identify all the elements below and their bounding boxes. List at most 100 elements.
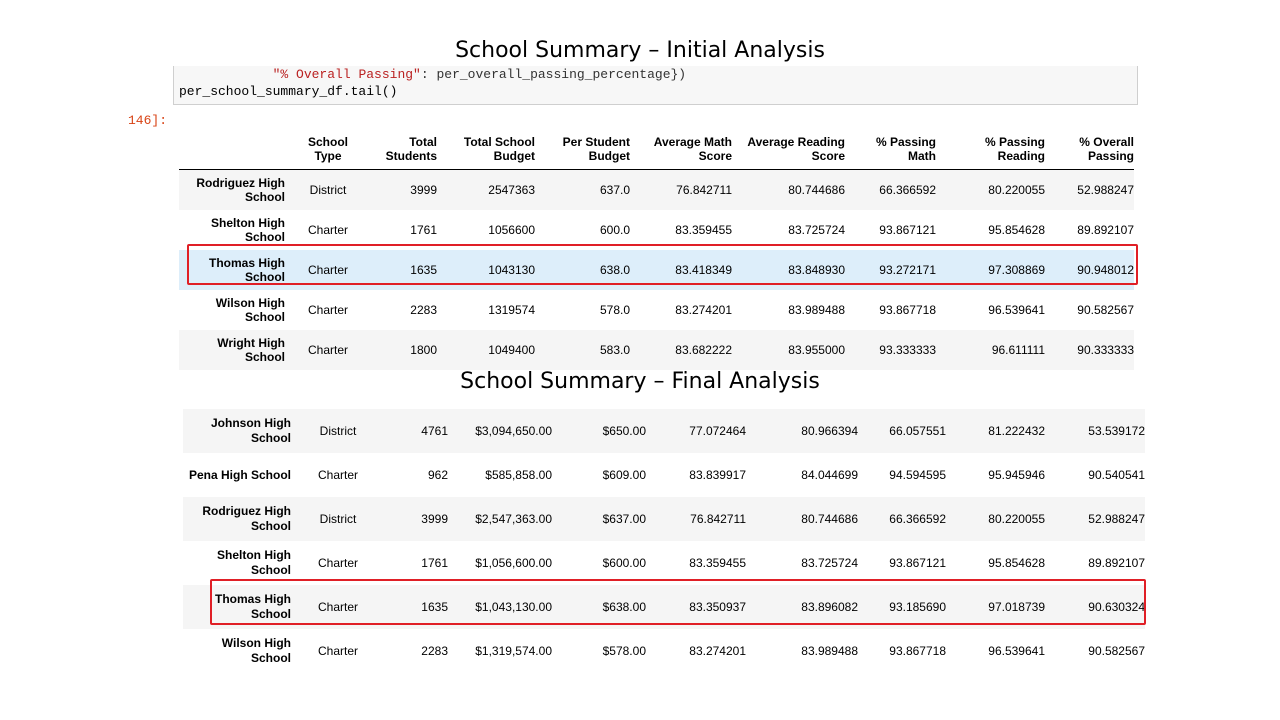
total-budget-cell: $585,858.00 <box>485 468 552 482</box>
school-name-cell: Thomas High School <box>214 592 291 621</box>
per-student-budget-cell: $638.00 <box>602 600 646 614</box>
passing-reading-cell: 81.222432 <box>988 424 1045 438</box>
per-student-budget-header: Per Student Budget <box>535 126 630 170</box>
total-budget-cell: $2,547,363.00 <box>475 512 552 526</box>
table-row: Rodriguez High School District 3999 $2,547,… <box>183 497 1145 541</box>
per-student-budget-cell: $600.00 <box>602 556 646 570</box>
passing-math-cell: 93.272171 <box>879 262 936 277</box>
passing-reading-cell: 80.220055 <box>988 512 1045 526</box>
avg-reading-header: Average Reading Score <box>732 126 845 170</box>
total-students-header: Total Students <box>361 126 437 170</box>
header-row: School Type Total Students Total School … <box>179 126 1134 170</box>
total-students-cell: 1635 <box>410 262 437 277</box>
school-type-cell: District <box>319 512 357 526</box>
avg-math-cell: 83.682222 <box>675 342 732 357</box>
avg-reading-cell: 80.744686 <box>801 512 858 526</box>
overall-passing-cell: 90.582567 <box>1088 644 1145 658</box>
per-student-budget-cell: 578.0 <box>599 302 630 317</box>
school-name-cell: Thomas High School <box>208 255 285 284</box>
total-students-cell: 2283 <box>421 644 448 658</box>
total-students-cell: 1800 <box>410 342 437 357</box>
total-students-cell: 2283 <box>410 302 437 317</box>
school-type-header: School Type <box>295 126 361 170</box>
passing-math-cell: 66.366592 <box>889 512 946 526</box>
table-row: Thomas High School Charter 1635 $1,043,130.… <box>183 585 1145 629</box>
avg-math-cell: 83.350937 <box>689 600 746 614</box>
passing-math-cell: 94.594595 <box>889 468 946 482</box>
passing-reading-cell: 97.308869 <box>988 262 1045 277</box>
initial-analysis-title: School Summary – Initial Analysis <box>455 38 825 63</box>
highlight-box-initial <box>187 244 1138 285</box>
passing-reading-cell: 95.854628 <box>988 556 1045 570</box>
school-name-cell: Shelton High School <box>217 548 291 577</box>
code-line-1: "% Overall Passing": per_overall_passing… <box>272 67 687 82</box>
per-student-budget-cell: $637.00 <box>602 512 646 526</box>
avg-math-cell: 83.418349 <box>675 262 732 277</box>
school-type-cell: Charter <box>307 302 348 317</box>
code-cell[interactable]: "% Overall Passing": per_overall_passing… <box>173 66 1138 105</box>
avg-reading-cell: 80.744686 <box>788 182 845 197</box>
school-name-cell: Wilson High School <box>221 636 291 665</box>
school-type-cell: Charter <box>317 468 358 482</box>
avg-reading-cell: 83.848930 <box>788 262 845 277</box>
passing-reading-cell: 80.220055 <box>988 182 1045 197</box>
passing-math-cell: 93.185690 <box>889 600 946 614</box>
table-row: Pena High School Charter 962 $585,858.00 $60… <box>183 453 1145 497</box>
school-type-cell: District <box>319 424 357 438</box>
overall-passing-cell: 53.539172 <box>1088 424 1145 438</box>
passing-math-cell: 93.867718 <box>889 644 946 658</box>
overall-passing-cell: 89.892107 <box>1077 222 1134 237</box>
per-student-budget-cell: 637.0 <box>599 182 630 197</box>
total-budget-cell: $1,319,574.00 <box>475 644 552 658</box>
total-budget-cell: $1,056,600.00 <box>475 556 552 570</box>
table-row: Wilson High School Charter 2283 $1,319,574.… <box>183 629 1145 673</box>
avg-reading-cell: 83.989488 <box>788 302 845 317</box>
avg-reading-cell: 84.044699 <box>801 468 858 482</box>
passing-reading-cell: 96.539641 <box>988 302 1045 317</box>
passing-math-cell: 93.867718 <box>879 302 936 317</box>
total-students-cell: 1761 <box>410 222 437 237</box>
avg-reading-cell: 83.989488 <box>801 644 858 658</box>
passing-math-header: % Passing Math <box>845 126 936 170</box>
avg-reading-cell: 83.955000 <box>788 342 845 357</box>
table-row: Shelton High School Charter 1761 1056600 600… <box>179 210 1134 250</box>
overall-passing-cell: 89.892107 <box>1088 556 1145 570</box>
overall-passing-header: % Overall Passing <box>1045 126 1134 170</box>
school-name-cell: Johnson High School <box>211 416 291 445</box>
passing-math-cell: 93.867121 <box>879 222 936 237</box>
overall-passing-cell: 90.333333 <box>1077 342 1134 357</box>
per-student-budget-cell: $578.00 <box>602 644 646 658</box>
total-budget-cell: 1049400 <box>488 342 535 357</box>
total-students-cell: 1761 <box>421 556 448 570</box>
overall-passing-cell: 52.988247 <box>1088 512 1145 526</box>
avg-math-cell: 83.274201 <box>675 302 732 317</box>
overall-passing-cell: 90.630324 <box>1088 600 1145 614</box>
per-student-budget-cell: $650.00 <box>602 424 646 438</box>
highlight-box-final <box>210 579 1146 625</box>
avg-math-cell: 76.842711 <box>676 182 732 197</box>
avg-math-cell: 83.839917 <box>689 468 746 482</box>
passing-reading-cell: 95.854628 <box>988 222 1045 237</box>
table-row: Wilson High School Charter 2283 1319574 578.… <box>179 290 1134 330</box>
passing-math-cell: 66.366592 <box>879 182 936 197</box>
final-analysis-title: School Summary – Final Analysis <box>460 369 820 394</box>
passing-math-cell: 66.057551 <box>889 424 946 438</box>
per-student-budget-cell: $609.00 <box>602 468 646 482</box>
avg-reading-cell: 83.896082 <box>801 600 858 614</box>
code-string-literal: "% Overall Passing" <box>272 67 421 82</box>
total-students-cell: 1635 <box>421 600 448 614</box>
school-type-cell: Charter <box>317 600 358 614</box>
table-row: Rodriguez High School District 3999 2547363… <box>179 169 1134 210</box>
school-name-cell: Wilson High School <box>215 295 285 324</box>
avg-math-cell: 83.359455 <box>675 222 732 237</box>
avg-math-cell: 76.842711 <box>690 512 746 526</box>
school-name-cell: Wright High School <box>217 335 285 364</box>
total-budget-header: Total School Budget <box>437 126 535 170</box>
overall-passing-cell: 90.582567 <box>1077 302 1134 317</box>
school-name-cell: Rodriguez High School <box>202 504 291 533</box>
passing-reading-cell: 96.539641 <box>988 644 1045 658</box>
school-type-cell: Charter <box>317 644 358 658</box>
avg-math-header: Average Math Score <box>630 126 732 170</box>
total-budget-cell: 1043130 <box>488 262 535 277</box>
code-line-2: per_school_summary_df.tail() <box>179 84 398 99</box>
